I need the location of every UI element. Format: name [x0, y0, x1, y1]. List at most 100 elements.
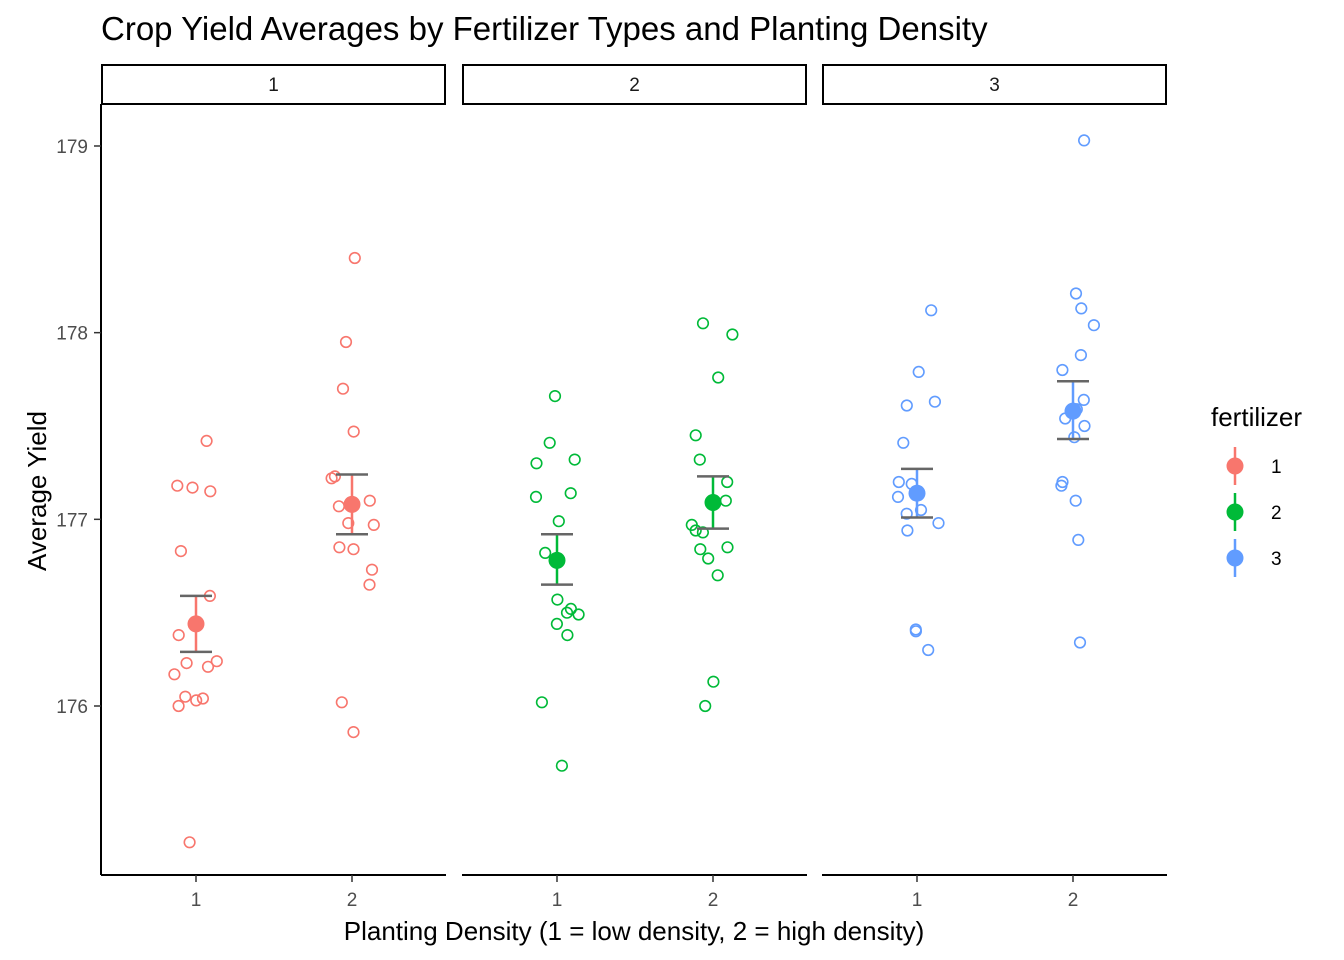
data-point: [892, 475, 905, 489]
data-point: [325, 472, 338, 485]
data-point: [900, 399, 913, 412]
data-point: [689, 524, 702, 537]
mean-point: [187, 615, 205, 633]
mean-point: [343, 495, 361, 513]
y-axis-title: Average Yield: [22, 411, 52, 571]
data-point: [922, 643, 935, 657]
data-point: [1068, 431, 1081, 444]
facet-strip-label: 3: [989, 75, 1000, 96]
data-point: [552, 515, 565, 528]
data-point: [332, 500, 346, 513]
panel-1: 1 1 2 176 177 178 179: [56, 64, 446, 911]
legend-title: fertilizer: [1211, 402, 1302, 432]
data-point: [539, 546, 552, 560]
data-point: [200, 434, 213, 448]
data-point: [560, 606, 574, 619]
data-point: [702, 552, 715, 565]
legend-key-2: [1226, 503, 1244, 521]
data-point: [900, 507, 913, 520]
data-point: [925, 304, 938, 317]
facet-strip: [101, 64, 446, 105]
data-point: [172, 628, 185, 642]
data-point: [721, 541, 734, 554]
panel-2: 2 1 2: [462, 64, 807, 911]
data-point: [901, 524, 914, 537]
data-point: [1087, 319, 1100, 332]
data-point: [363, 494, 376, 507]
data-point: [186, 481, 199, 494]
data-point: [551, 593, 564, 606]
data-point: [891, 490, 905, 504]
legend-label-3: 3: [1271, 549, 1282, 570]
data-point: [1074, 349, 1087, 362]
data-point: [543, 436, 556, 449]
data-point: [1077, 393, 1090, 407]
data-point: [171, 479, 184, 492]
data-point: [707, 675, 720, 688]
y-tick-label: 179: [56, 137, 88, 158]
data-point: [333, 541, 346, 554]
data-point: [347, 543, 360, 556]
data-point: [347, 725, 360, 739]
data-point: [693, 453, 706, 466]
data-point: [572, 608, 585, 621]
data-point: [914, 503, 928, 517]
data-point: [535, 696, 549, 709]
mean-point: [1064, 402, 1082, 420]
facet-panels: 1 1 2 176 177 178 179 2 1 2 3 1 2: [56, 64, 1167, 911]
mean-point: [908, 484, 926, 502]
data-point: [712, 371, 725, 384]
data-point: [1069, 494, 1082, 507]
data-point: [179, 690, 192, 703]
data-point: [210, 655, 223, 668]
data-point: [1069, 287, 1083, 300]
data-point: [183, 836, 196, 849]
mean-point: [704, 494, 722, 511]
data-point: [912, 365, 925, 379]
data-point: [561, 628, 574, 642]
data-point: [550, 617, 564, 631]
data-point: [909, 625, 923, 638]
data-point: [1077, 134, 1091, 147]
data-point: [172, 699, 185, 713]
data-point: [204, 485, 217, 498]
legend-key-3: [1226, 549, 1244, 567]
facet-strip: [462, 64, 807, 105]
y-tick-label: 177: [56, 510, 88, 531]
data-point: [568, 453, 581, 466]
data-point: [347, 425, 360, 438]
y-tick-label: 178: [56, 324, 88, 345]
chart-title: Crop Yield Averages by Fertilizer Types …: [101, 10, 988, 47]
data-point: [335, 696, 348, 709]
data-point: [548, 390, 562, 403]
data-point: [897, 436, 910, 449]
x-tick-label: 1: [191, 890, 202, 911]
data-point: [180, 656, 193, 670]
data-point: [365, 563, 379, 576]
data-point: [719, 494, 732, 507]
data-point: [721, 475, 734, 489]
data-point: [1075, 302, 1088, 315]
data-point: [1078, 419, 1091, 433]
legend-label-1: 1: [1271, 457, 1282, 478]
data-point: [932, 516, 945, 530]
legend: fertilizer 1 2 3: [1211, 402, 1302, 577]
legend-label-2: 2: [1271, 503, 1282, 524]
x-tick-label: 2: [708, 890, 719, 911]
data-point: [1055, 479, 1068, 492]
x-tick-label: 1: [912, 890, 923, 911]
data-point: [196, 692, 209, 705]
panel-3: 3 1 2: [822, 64, 1167, 911]
data-point: [711, 569, 724, 582]
data-point: [336, 382, 350, 395]
data-point: [694, 543, 707, 556]
data-point: [1072, 533, 1085, 547]
mean-point: [548, 551, 566, 569]
data-point: [339, 335, 353, 349]
x-tick-label: 2: [1068, 890, 1079, 911]
data-point: [190, 694, 203, 707]
legend-key-1: [1226, 457, 1244, 475]
data-point: [367, 518, 380, 532]
data-point: [201, 660, 215, 673]
